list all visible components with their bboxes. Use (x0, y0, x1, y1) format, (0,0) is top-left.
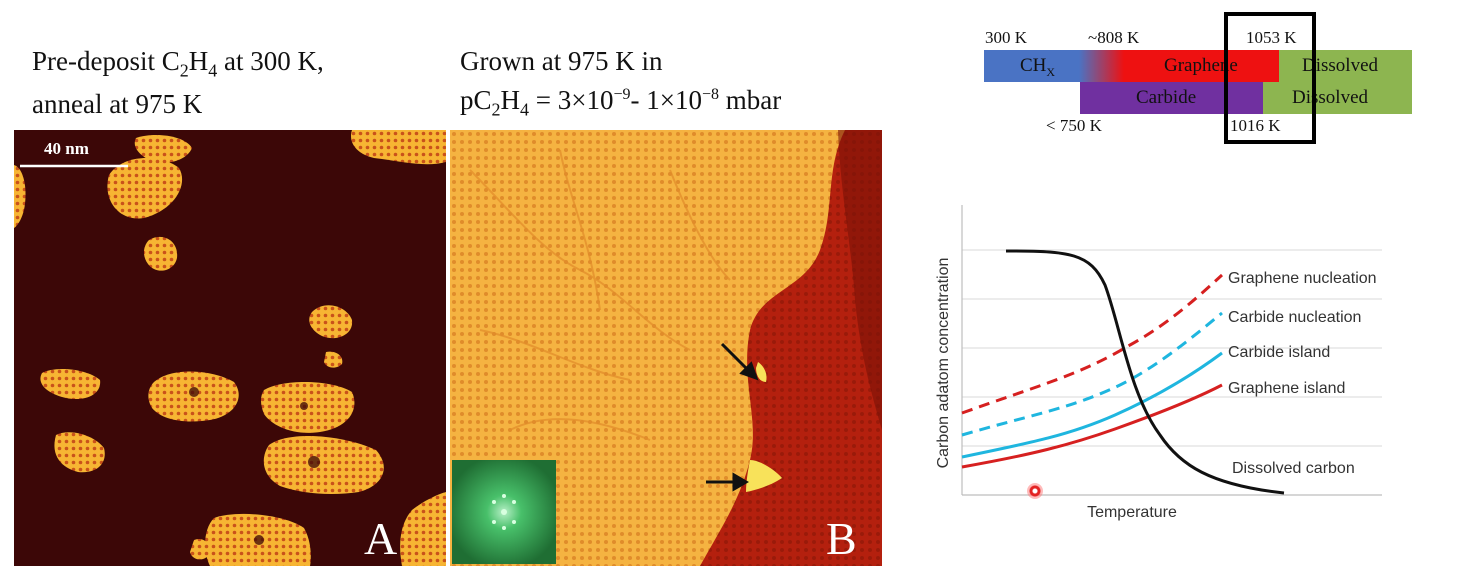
caption-superscript: −9 (613, 86, 631, 103)
dissolved-label-2: Dissolved (1292, 87, 1368, 108)
curve-dissolved-carbon (1005, 249, 1285, 495)
caption-subscript: 4 (208, 60, 218, 81)
caption-text: = 3×10 (529, 85, 614, 115)
panel-b-caption: Grown at 975 K in pC2H4 = 3×10−9- 1×10−8… (460, 44, 781, 126)
caption-text: H (500, 85, 521, 115)
chx-label: CHX (1020, 50, 1055, 88)
stm-image-b: B (450, 130, 882, 566)
panel-b-caption-line1: Grown at 975 K in (460, 46, 663, 76)
curve-graphene-nucleation (961, 273, 1224, 415)
ylabel-text: Carbon adatom concentration (935, 258, 952, 469)
legend-graphene-island: Graphene island (1228, 380, 1345, 397)
temp-label-750k: < 750 K (1046, 116, 1102, 135)
stm-image-a: 40 nm A (14, 130, 446, 566)
caption-text: Pre-deposit C (32, 46, 180, 76)
xlabel-text: Temperature (1087, 504, 1177, 521)
curve-carbide-island (961, 351, 1223, 459)
phase-diagram: 300 K ~808 K 1053 K CHX Graphene Dissolv… (980, 10, 1420, 144)
phase-row-2: Carbide Dissolved (1080, 82, 1412, 114)
chx-subscript: X (1046, 64, 1056, 79)
panel-a-caption-line1: Pre-deposit C2H4 at 300 K, (32, 44, 324, 87)
carbide-label: Carbide (1136, 87, 1197, 108)
caption-text: - 1×10 (630, 85, 702, 115)
caption-text: H (188, 46, 209, 76)
caption-text: pC (460, 85, 492, 115)
curve-carbide-nucleation (961, 311, 1223, 437)
phase-row-1-bar (984, 50, 1412, 82)
panel-a-caption: Pre-deposit C2H4 at 300 K, anneal at 975… (32, 44, 324, 121)
concentration-plot: Carbon adatom concentration Temperature … (920, 195, 1430, 535)
dissolved-label-1: Dissolved (1302, 55, 1378, 76)
panel-letter-a: A (364, 513, 398, 564)
scale-bar-label: 40 nm (44, 139, 89, 158)
legend-carbide-nucleation: Carbide nucleation (1228, 309, 1361, 326)
caption-text: mbar (719, 85, 782, 115)
panel-b-caption-line2: pC2H4 = 3×10−9- 1×10−8 mbar (460, 78, 781, 126)
chx-text: CH (1020, 55, 1047, 76)
temp-label-1016k: 1016 K (1230, 116, 1281, 135)
temp-label-300k: 300 K (985, 28, 1028, 47)
temp-label-808k: ~808 K (1088, 28, 1140, 47)
caption-superscript: −8 (701, 86, 720, 103)
highlight-box (1224, 12, 1316, 144)
panel-letter-b: B (826, 513, 857, 564)
phase-row-2-bar (1080, 82, 1412, 114)
caption-text: at 300 K, (217, 46, 324, 76)
graphene-label: Graphene (1164, 55, 1238, 76)
caption-subscript: 2 (491, 99, 501, 120)
phase-row-1: CHX Graphene Dissolved (984, 50, 1412, 82)
panel-a-caption-line2: anneal at 975 K (32, 89, 203, 120)
caption-subscript: 4 (520, 99, 530, 120)
legend-graphene-nucleation: Graphene nucleation (1228, 270, 1377, 287)
caption-subscript: 2 (179, 60, 189, 81)
legend-carbide-island: Carbide island (1228, 344, 1330, 361)
legend-dissolved-carbon: Dissolved carbon (1232, 460, 1355, 477)
cursor-indicator (1027, 483, 1043, 499)
plot-svg: Carbon adatom concentration Temperature … (935, 205, 1382, 521)
temp-label-1053k: 1053 K (1246, 28, 1297, 47)
curve-graphene-island (961, 383, 1223, 469)
